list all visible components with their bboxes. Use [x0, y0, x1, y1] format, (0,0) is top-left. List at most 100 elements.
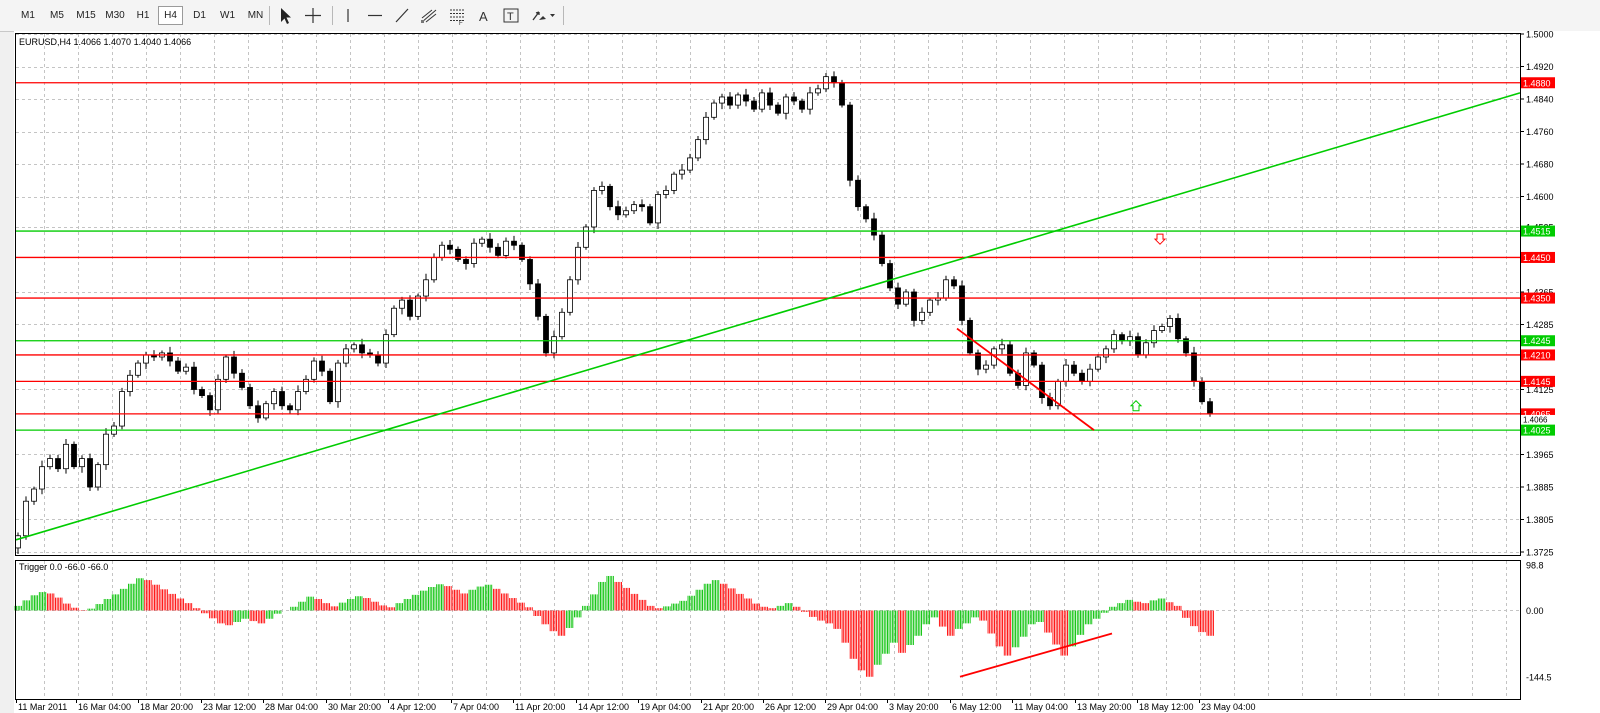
timeframe-d1-button[interactable]: D1	[193, 10, 206, 21]
indicator-bar	[338, 602, 347, 611]
indicator-bar	[1174, 605, 1182, 611]
trendline-green[interactable]	[15, 92, 1521, 541]
candle	[847, 101, 853, 187]
level-label: 1.4880	[1521, 77, 1555, 89]
indicator-bar	[71, 607, 79, 611]
indicator-bar	[695, 589, 703, 611]
indicator-bar	[987, 610, 995, 634]
indicator-bar	[1101, 610, 1109, 613]
candle	[391, 305, 397, 338]
time-tick-label: 18 May 12:00	[1139, 702, 1194, 712]
current-price-label: 1.4066	[1521, 414, 1555, 424]
indicator-axis: 98.8 0.00 -144.5	[1526, 561, 1552, 683]
timeframe-m1-button[interactable]: M1	[21, 10, 35, 21]
candle	[551, 330, 557, 359]
candle	[471, 238, 477, 268]
candle	[1191, 346, 1197, 387]
candle	[583, 224, 589, 250]
timeframe-m15-button[interactable]: M15	[76, 10, 96, 21]
candle	[255, 400, 261, 423]
indicator-bar	[801, 610, 809, 612]
price-chart[interactable]: 1.5000 1.4920 1.4840 1.4760 1.4680 1.4600 1.45…	[14, 31, 1600, 559]
indicator-bar	[168, 593, 176, 611]
candle	[71, 441, 77, 470]
candle	[527, 256, 533, 290]
svg-text:1.4350: 1.4350	[1523, 294, 1551, 304]
svg-text:1.4025: 1.4025	[1523, 426, 1551, 436]
candle	[271, 388, 277, 410]
candle	[887, 259, 893, 292]
timeframe-h1-button[interactable]: H1	[136, 10, 150, 21]
time-tick-label: 14 Apr 12:00	[578, 702, 629, 712]
time-tick-label: 16 Mar 04:00	[78, 702, 131, 712]
indicator-bar	[841, 610, 849, 643]
indicator-bar	[784, 603, 793, 611]
up-arrow-icon[interactable]	[1129, 400, 1143, 412]
candle	[639, 199, 645, 212]
timeframe-mn-button[interactable]: MN	[247, 10, 264, 21]
svg-text:1.4145: 1.4145	[1523, 377, 1551, 387]
indicator-bar	[720, 583, 728, 611]
indicator-bar	[192, 608, 201, 611]
time-tick-label: 19 Apr 04:00	[640, 702, 691, 712]
indicator-bar	[898, 610, 906, 653]
candle	[247, 383, 253, 409]
trendline-tool[interactable]	[391, 5, 413, 26]
trigger-indicator-pane[interactable]: 98.8 0.00 -144.5 11 Mar 2011 16 Mar 04:00 18…	[14, 559, 1600, 713]
candle	[55, 454, 61, 472]
indicator-bar	[411, 594, 420, 611]
indicator-bar	[322, 603, 330, 611]
text-tool[interactable]: A	[473, 5, 495, 26]
cursor-tool[interactable]	[274, 5, 296, 26]
fibonacci-tool[interactable]: F	[446, 5, 468, 26]
time-tick-label: 30 Mar 20:00	[328, 702, 381, 712]
candle	[671, 171, 677, 195]
candlestick-series	[15, 71, 1213, 555]
vertical-line-tool[interactable]	[337, 5, 359, 26]
candle	[287, 403, 293, 414]
indicator-bar	[679, 600, 687, 611]
horizontal-line-tool[interactable]	[364, 5, 386, 26]
candle	[575, 242, 581, 285]
candle	[983, 360, 989, 374]
svg-text:T: T	[507, 11, 514, 23]
text-label-tool[interactable]: T	[500, 5, 522, 26]
indicator-bar	[865, 610, 874, 677]
trendline-red[interactable]	[956, 327, 1095, 431]
candle	[87, 453, 93, 492]
symbol-label: EURUSD,H4 1.4066 1.4070 1.4040 1.4066	[19, 37, 191, 47]
indicator-bar	[509, 598, 517, 611]
indicator-bar	[379, 605, 387, 611]
indicator-trendline[interactable]	[959, 632, 1113, 678]
indicator-bar	[574, 610, 582, 618]
indicator-bar	[776, 605, 785, 611]
candle	[47, 454, 53, 470]
candle	[311, 357, 317, 383]
indicator-bar	[703, 583, 712, 611]
timeframe-h4-button[interactable]: H4	[158, 6, 183, 25]
arrows-tool[interactable]	[528, 5, 560, 26]
toolbar-separator	[269, 6, 270, 25]
timeframe-w1-button[interactable]: W1	[220, 10, 235, 21]
indicator-bar	[46, 593, 55, 611]
candle	[751, 96, 757, 113]
indicator-bar	[728, 588, 736, 611]
candle	[799, 98, 805, 113]
candle	[599, 181, 605, 195]
crosshair-tool[interactable]	[302, 5, 324, 26]
horizontal-levels	[16, 82, 1520, 431]
indicator-bar	[1125, 599, 1133, 611]
price-tick-label: 1.3725	[1526, 548, 1554, 558]
indicator-bar	[833, 610, 841, 629]
candle	[119, 387, 125, 430]
time-tick-label: 23 May 04:00	[1201, 702, 1256, 712]
down-arrow-icon[interactable]	[1153, 233, 1167, 245]
svg-text:1.4880: 1.4880	[1523, 78, 1551, 88]
equidistant-channel-tool[interactable]	[418, 5, 440, 26]
indicator-bar	[736, 593, 744, 611]
time-tick-label: 11 Apr 20:00	[515, 702, 565, 712]
price-tick-label: 1.4600	[1526, 192, 1554, 202]
timeframe-m30-button[interactable]: M30	[105, 10, 125, 21]
vertical-line-icon	[347, 9, 349, 22]
timeframe-m5-button[interactable]: M5	[50, 10, 64, 21]
